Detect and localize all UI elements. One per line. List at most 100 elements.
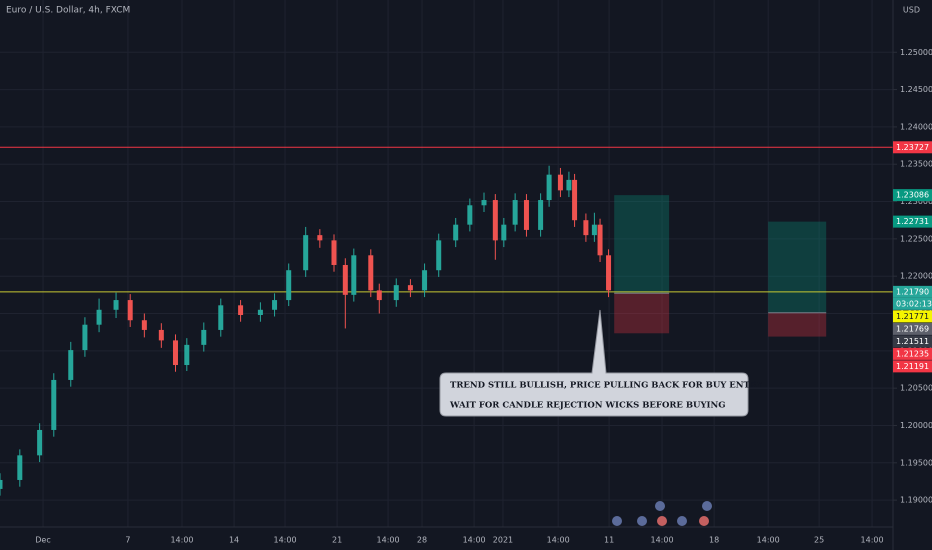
price-label-box [893,310,932,323]
price-label: 1.21511 [896,337,929,346]
candle-body [68,350,74,380]
price-label-box [893,347,932,360]
candle-body [317,235,323,241]
candle-body [158,329,164,341]
position-stop-zone [768,312,827,337]
x-tick-label: 14:00 [170,536,193,545]
candle-body [0,479,3,489]
candle-body [82,324,88,351]
candle-body [368,255,374,291]
countdown-label: 03:02:13 [896,299,932,308]
candle-body [218,305,224,330]
x-tick-label: Dec [35,536,50,545]
price-label: 1.21771 [896,312,929,321]
candle-body [512,200,518,225]
candle-body [286,270,292,301]
candle-body [407,285,413,291]
price-label: 1.22731 [896,217,929,226]
annotation-line: TREND STILL BULLISH, PRICE PULLING BACK … [450,381,764,391]
candle-body [172,340,178,366]
x-tick-label: 25 [814,536,824,545]
price-label-box [893,215,932,228]
price-label: 1.23727 [896,143,929,152]
y-tick-label: 1.22000 [900,272,932,281]
annotation-line: WAIT FOR CANDLE REJECTION WICKS BEFORE B… [449,401,726,411]
candle-body [331,240,337,265]
candle-body [583,220,589,236]
y-tick-label: 1.19000 [900,496,932,505]
candle-body [51,379,57,430]
event-icons [612,501,712,526]
candle-body [467,205,473,225]
candle-body [591,224,597,236]
y-tick-label: 1.20500 [900,384,932,393]
candle-body [201,329,207,345]
candle-body [566,179,572,191]
candle-body [184,344,190,366]
candle-body [606,255,612,291]
y-tick-label: 1.24000 [900,122,932,131]
candle-body [436,240,442,271]
price-label-box [893,360,932,373]
price-label-box [893,189,932,202]
candle-body [17,455,23,480]
x-tick-label: 2021 [493,536,513,545]
candle-body [342,264,348,295]
x-tick-label: 14:00 [377,536,400,545]
y-tick-label: 1.20000 [900,421,932,430]
candle-body [538,200,544,230]
plot [0,146,893,496]
candle-body [492,200,498,241]
candle-body [272,300,278,310]
candle-body [113,300,119,310]
x-tick-label: 14:00 [463,536,486,545]
candle-body [572,179,578,221]
chart-title: Euro / U.S. Dollar, 4h, FXCM [6,6,130,16]
price-label: 1.21769 [896,324,929,333]
y-tick-label: 1.22500 [900,234,932,243]
x-tick-label: 7 [125,536,130,545]
price-label: 1.21191 [896,362,929,371]
candle-body [303,235,309,271]
candle-body [481,200,487,206]
candle-body [257,309,263,316]
price-label: 1.23086 [896,191,929,200]
candle-body [96,309,102,325]
price-label-box [893,335,932,348]
position-target-zone [768,221,827,313]
x-tick-label: 14:00 [861,536,884,545]
candle-body [127,300,133,321]
position-target-zone [614,195,670,294]
x-tick-label: 11 [604,536,614,545]
candle-body [546,174,552,201]
x-tick-label: 14:00 [757,536,780,545]
candle-body [523,200,529,230]
position-stop-zone [614,293,670,334]
price-label-box [893,322,932,335]
candle-body [238,305,244,316]
candle-body [557,174,563,191]
candle-body [453,224,459,241]
candle-body [422,270,428,291]
countdown-box [893,297,932,310]
currency-label: USD [903,6,920,15]
candle-body [141,320,147,330]
y-tick-label: 1.19500 [900,458,932,467]
y-tick-label: 1.24500 [900,85,932,94]
price-label-box [893,141,932,154]
candle-body [37,429,43,456]
x-tick-label: 14:00 [273,536,296,545]
x-tick-label: 18 [709,536,719,545]
x-tick-label: 14:00 [547,536,570,545]
x-tick-label: 14:00 [651,536,674,545]
x-tick-label: 14 [229,536,239,545]
candle-body [597,224,603,256]
price-label: 1.21790 [896,287,929,296]
y-tick-label: 1.25000 [900,48,932,57]
x-tick-label: 21 [332,536,342,545]
annotation-callout: TREND STILL BULLISH, PRICE PULLING BACK … [439,309,764,417]
y-tick-label: 1.23500 [900,160,932,169]
price-label: 1.21235 [896,349,929,358]
